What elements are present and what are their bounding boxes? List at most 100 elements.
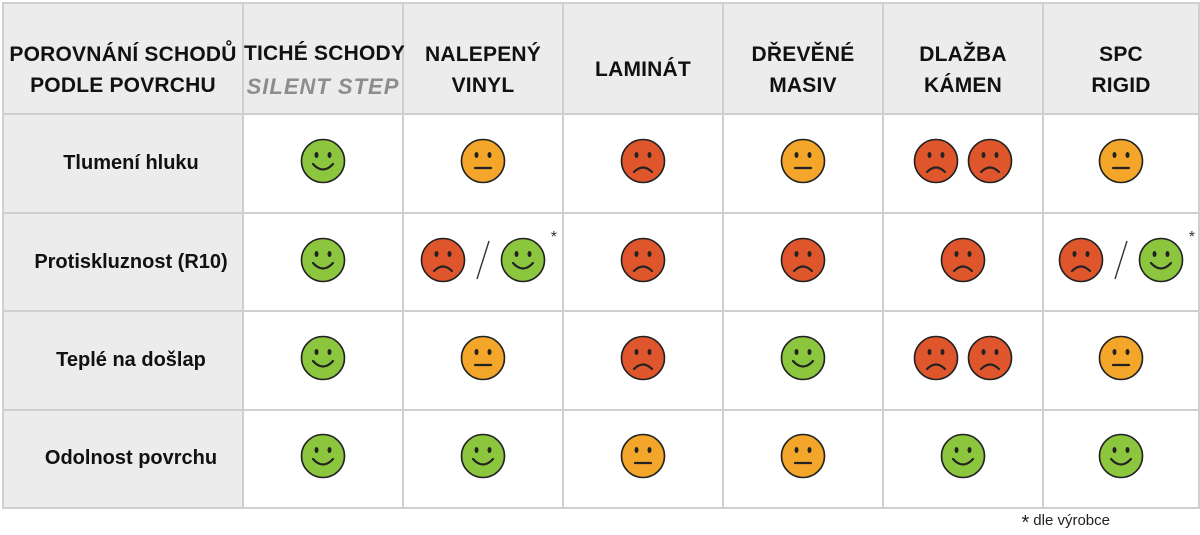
rating	[780, 138, 826, 184]
header-corner-line: POROVNÁNÍ SCHODŮ	[9, 42, 237, 66]
good-face-icon	[500, 237, 546, 283]
rating-cell	[882, 113, 1044, 214]
table-row: Teplé na došlap	[2, 310, 1200, 411]
good-face-icon	[300, 433, 346, 479]
row-label: Protiskluznost (R10)	[2, 211, 244, 313]
rating-cell	[1042, 408, 1200, 510]
good-face-icon	[300, 237, 346, 283]
rating	[300, 335, 346, 381]
silent-step-logo: SILENT STEP	[246, 73, 400, 99]
rating	[913, 138, 1013, 184]
header-line: VINYL	[451, 73, 515, 97]
bad-face-icon	[967, 138, 1013, 184]
rating-cell	[722, 310, 884, 411]
rating: *	[420, 229, 557, 283]
header-laminate: LAMINÁT	[562, 1, 724, 116]
row-label: Teplé na došlap	[2, 310, 244, 411]
rating	[300, 433, 346, 479]
slash-divider	[474, 237, 492, 283]
header-vinyl: NALEPENÝ VINYL	[402, 1, 564, 116]
good-face-icon	[460, 433, 506, 479]
rating	[620, 433, 666, 479]
bad-face-icon	[967, 335, 1013, 381]
footnote-mark: *	[1021, 512, 1030, 534]
neutral-face-icon	[1098, 138, 1144, 184]
header-wood: DŘEVĚNÉ MASIV	[722, 1, 884, 116]
rating	[460, 138, 506, 184]
neutral-face-icon	[1098, 335, 1144, 381]
header-line: DŘEVĚNÉ	[751, 42, 855, 66]
good-face-icon	[300, 138, 346, 184]
rating	[940, 237, 986, 283]
rating-cell	[242, 310, 404, 411]
header-spc: SPC RIGID	[1042, 1, 1200, 116]
rating	[300, 138, 346, 184]
header-row: POROVNÁNÍ SCHODŮ PODLE POVRCHU TICHÉ SCH…	[2, 1, 1200, 116]
rating-cell	[1042, 310, 1200, 411]
asterisk-mark: *	[1188, 228, 1195, 246]
rating-cell	[402, 113, 564, 214]
neutral-face-icon	[460, 335, 506, 381]
bad-face-icon	[1058, 237, 1104, 283]
slash-divider	[1112, 237, 1130, 283]
header-line: NALEPENÝ	[425, 42, 541, 66]
rating-cell	[562, 310, 724, 411]
good-face-icon	[1138, 237, 1184, 283]
rating-cell: *	[1042, 211, 1200, 313]
neutral-face-icon	[460, 138, 506, 184]
good-face-icon	[940, 433, 986, 479]
header-corner-line: PODLE POVRCHU	[30, 73, 216, 97]
row-label: Tlumení hluku	[2, 113, 244, 214]
rating	[460, 335, 506, 381]
rating	[620, 138, 666, 184]
rating	[913, 335, 1013, 381]
neutral-face-icon	[780, 433, 826, 479]
header-line: DLAŽBA	[919, 42, 1007, 66]
table-row: Odolnost povrchu	[2, 408, 1200, 510]
rating-cell	[562, 113, 724, 214]
rating-cell	[1042, 113, 1200, 214]
rating	[1098, 433, 1144, 479]
rating: *	[1058, 229, 1195, 283]
rating-cell	[402, 408, 564, 510]
rating-cell	[402, 310, 564, 411]
comparison-table: POROVNÁNÍ SCHODŮ PODLE POVRCHU TICHÉ SCH…	[2, 1, 1200, 510]
header-line: KÁMEN	[924, 73, 1002, 97]
good-face-icon	[300, 335, 346, 381]
header-tile: DLAŽBA KÁMEN	[882, 1, 1044, 116]
bad-face-icon	[620, 237, 666, 283]
rating	[1098, 335, 1144, 381]
footnote-text: dle výrobce	[1033, 512, 1110, 529]
rating	[460, 433, 506, 479]
bad-face-icon	[940, 237, 986, 283]
good-face-icon	[780, 335, 826, 381]
table-row: Tlumení hluku	[2, 113, 1200, 214]
rating	[620, 237, 666, 283]
rating	[780, 237, 826, 283]
asterisk-mark: *	[550, 228, 557, 246]
bad-face-icon	[913, 138, 959, 184]
bad-face-icon	[620, 138, 666, 184]
rating	[620, 335, 666, 381]
rating-pair: *	[500, 229, 557, 283]
rating	[300, 237, 346, 283]
rating-cell	[722, 113, 884, 214]
header-line: SPC	[1099, 42, 1143, 66]
rating-cell	[722, 211, 884, 313]
rating-cell	[562, 408, 724, 510]
bad-face-icon	[913, 335, 959, 381]
rating	[1098, 138, 1144, 184]
rating-pair: *	[1138, 229, 1195, 283]
bad-face-icon	[780, 237, 826, 283]
good-face-icon	[1098, 433, 1144, 479]
rating-cell	[242, 408, 404, 510]
bad-face-icon	[620, 335, 666, 381]
rating-cell	[882, 408, 1044, 510]
header-line: RIGID	[1091, 73, 1151, 97]
rating	[780, 433, 826, 479]
header-line: LAMINÁT	[595, 58, 691, 82]
rating	[780, 335, 826, 381]
rating-cell	[722, 408, 884, 510]
rating	[940, 433, 986, 479]
rating-cell	[242, 113, 404, 214]
